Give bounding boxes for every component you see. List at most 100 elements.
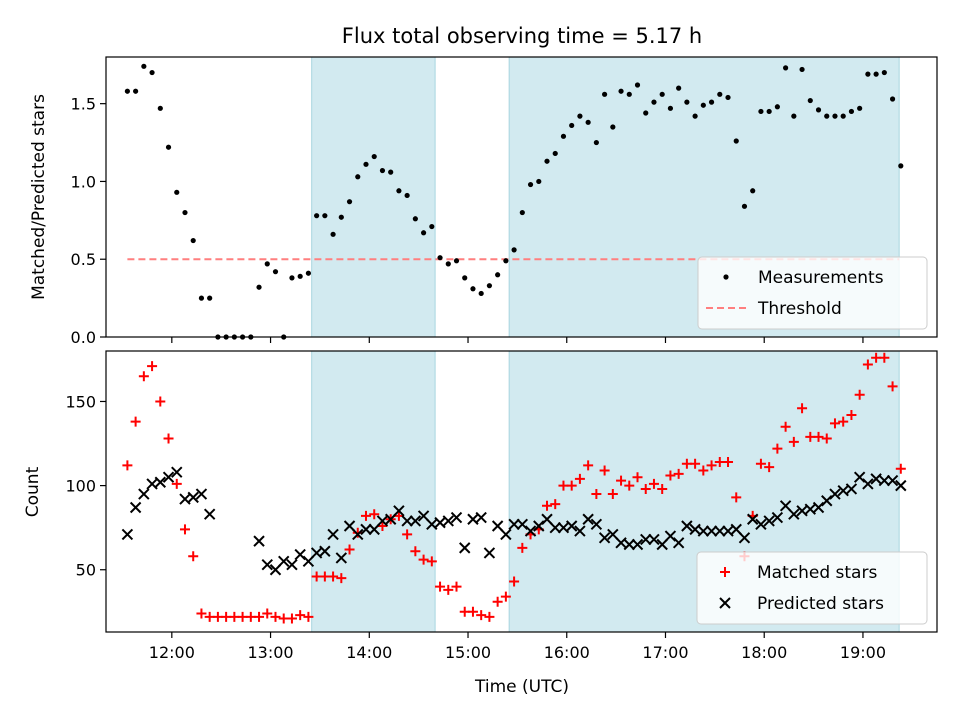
data-point — [865, 71, 871, 77]
data-point — [829, 488, 841, 500]
data-point — [887, 381, 898, 392]
data-point — [443, 584, 454, 595]
data-point — [659, 91, 665, 97]
data-point — [289, 275, 295, 281]
data-point — [791, 113, 797, 119]
data-point — [138, 488, 150, 500]
data-point — [846, 409, 857, 420]
data-point — [124, 88, 130, 94]
data-point — [327, 528, 339, 541]
data-point — [664, 530, 677, 542]
data-point — [379, 167, 386, 174]
data-point — [355, 174, 361, 180]
data-point — [305, 270, 312, 276]
data-point — [478, 290, 484, 297]
data-point — [651, 99, 657, 105]
data-point — [708, 99, 715, 105]
data-point — [533, 520, 545, 532]
legend-marker — [719, 597, 731, 609]
data-point — [500, 591, 511, 602]
data-point — [845, 483, 858, 495]
data-point — [486, 283, 493, 289]
data-point — [873, 71, 879, 77]
data-point — [853, 471, 866, 483]
data-point — [672, 537, 685, 549]
data-point — [857, 105, 863, 111]
data-point — [511, 247, 517, 253]
data-point — [829, 418, 840, 429]
data-point — [377, 520, 388, 531]
series-dot — [124, 63, 904, 340]
data-point — [445, 261, 451, 267]
data-point — [187, 491, 199, 504]
data-point — [270, 611, 281, 622]
data-point — [714, 525, 726, 537]
data-point — [665, 470, 676, 481]
data-point — [451, 581, 462, 592]
data-point — [286, 613, 297, 624]
bottom-panel: 50 100 150 12:00 13:00 14:00 15:00 16:00 17:00 1… — [23, 350, 938, 697]
data-point — [519, 209, 525, 216]
data-point — [697, 525, 710, 537]
data-point — [738, 532, 751, 544]
shaded-interval — [311, 350, 436, 633]
data-point — [771, 511, 784, 524]
data-point — [566, 480, 577, 491]
data-point — [369, 509, 380, 520]
data-point — [509, 576, 520, 587]
data-point — [838, 416, 849, 427]
data-point — [195, 488, 208, 500]
data-point — [772, 443, 783, 454]
data-point — [157, 105, 163, 111]
data-point — [138, 371, 149, 382]
data-point — [783, 65, 789, 71]
data-point — [648, 533, 660, 546]
data-point — [879, 352, 890, 363]
data-point — [623, 538, 635, 551]
data-point — [122, 460, 133, 471]
data-point — [516, 518, 529, 531]
data-point — [631, 538, 644, 551]
data-point — [396, 188, 402, 194]
data-point — [731, 492, 742, 503]
legend-label: Matched stars — [757, 563, 877, 583]
data-point — [517, 542, 528, 553]
data-point — [862, 478, 874, 490]
data-point — [774, 104, 780, 110]
data-point — [560, 133, 567, 139]
data-point — [590, 518, 603, 531]
x-axis-label: Time (UTC) — [474, 677, 569, 697]
data-point — [322, 213, 328, 219]
data-point — [179, 524, 190, 535]
data-point — [723, 457, 734, 468]
data-point — [552, 150, 558, 157]
data-point — [129, 501, 142, 514]
data-point — [788, 436, 799, 447]
data-point — [878, 474, 891, 487]
chart-title: Flux total observing time = 5.17 h — [342, 24, 702, 48]
data-point — [484, 611, 495, 622]
legend-box — [696, 551, 928, 625]
data-point — [286, 558, 298, 571]
data-point — [544, 158, 550, 164]
data-point — [297, 273, 303, 279]
series-plus — [122, 352, 906, 624]
y-tick-label: 100 — [65, 477, 96, 496]
data-point — [174, 189, 180, 195]
data-point — [363, 161, 369, 167]
data-point — [133, 88, 139, 94]
data-point — [314, 213, 320, 219]
data-point — [755, 518, 767, 531]
data-point — [437, 255, 443, 261]
data-point — [705, 525, 718, 537]
data-point — [821, 495, 833, 507]
y-tick-label: 150 — [65, 392, 96, 411]
data-point — [476, 610, 487, 621]
data-point — [171, 478, 182, 489]
data-point — [763, 515, 775, 527]
data-point — [750, 188, 756, 194]
data-point — [256, 284, 262, 290]
data-point — [602, 91, 608, 97]
x-tick-label: 15:00 — [445, 643, 491, 662]
data-point — [524, 525, 537, 537]
